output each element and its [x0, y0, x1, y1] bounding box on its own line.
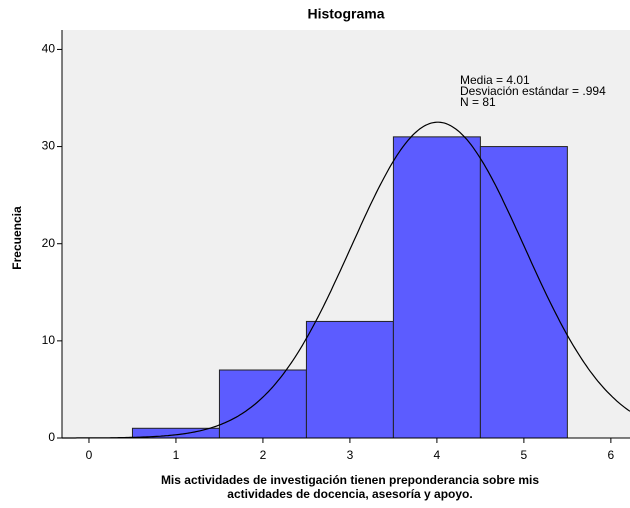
y-axis-label: Frecuencia [10, 206, 24, 270]
x-tick-label: 4 [434, 448, 441, 462]
x-axis-label: actividades de docencia, asesoría y apoy… [227, 487, 472, 501]
x-tick-label: 3 [347, 448, 354, 462]
x-tick-label: 2 [260, 448, 267, 462]
bar [218, 369, 307, 439]
normal-curve [62, 121, 630, 439]
x-tick-label: 0 [86, 448, 93, 462]
bar [392, 136, 481, 439]
bar [479, 146, 568, 439]
x-tick-label: 1 [173, 448, 180, 462]
y-tick-label: 30 [42, 139, 56, 153]
stats-label: Desviación estándar = .994 [460, 84, 606, 98]
y-tick-label: 10 [42, 333, 56, 347]
y-tick-label: 0 [48, 430, 55, 444]
bar [305, 320, 394, 439]
y-tick-label: 20 [42, 236, 56, 250]
stats-label: N = 81 [460, 95, 496, 109]
x-tick-label: 5 [521, 448, 528, 462]
x-axis-label: Mis actividades de investigación tienen … [161, 473, 539, 487]
x-tick-label: 6 [608, 448, 615, 462]
chart-title: Histograma [307, 6, 384, 22]
y-tick-label: 40 [42, 42, 56, 56]
stats-label: Media = 4.01 [460, 73, 530, 87]
